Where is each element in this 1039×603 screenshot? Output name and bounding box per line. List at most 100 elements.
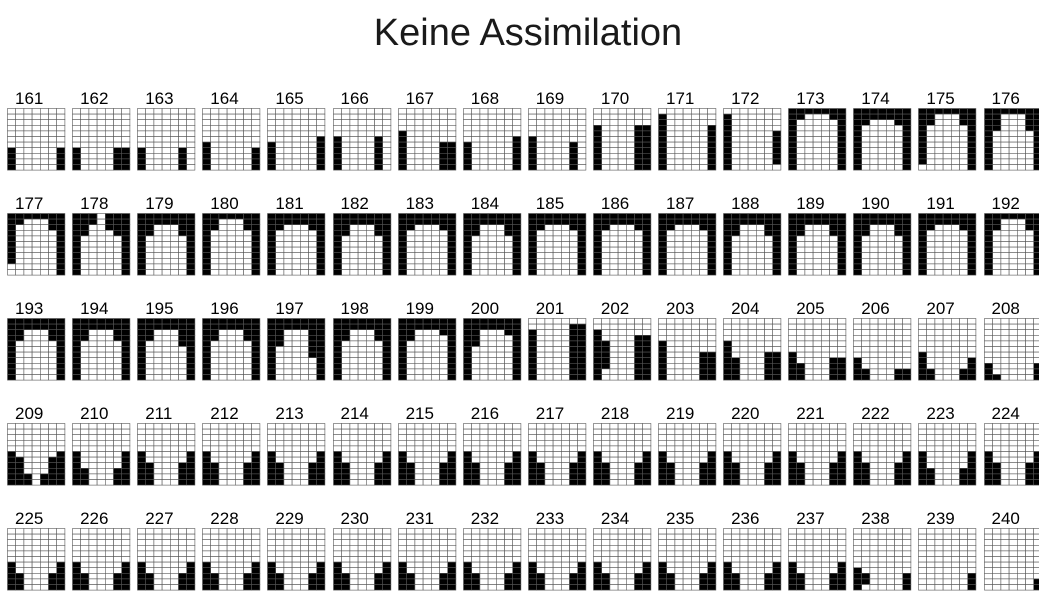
white-pixel bbox=[560, 362, 570, 370]
white-pixel bbox=[625, 456, 635, 463]
white-pixel bbox=[153, 368, 163, 375]
white-pixel bbox=[373, 351, 383, 358]
white-pixel bbox=[869, 158, 879, 165]
black-pixel bbox=[340, 229, 350, 237]
white-pixel bbox=[829, 263, 839, 270]
white-pixel bbox=[218, 224, 228, 231]
white-pixel bbox=[153, 252, 163, 259]
white-pixel bbox=[7, 130, 16, 137]
white-pixel bbox=[747, 164, 757, 171]
white-pixel bbox=[479, 147, 489, 154]
black-pixel bbox=[397, 141, 407, 148]
white-pixel bbox=[1024, 141, 1034, 148]
white-pixel bbox=[39, 224, 49, 231]
white-pixel bbox=[471, 147, 480, 154]
white-pixel bbox=[536, 152, 545, 160]
white-pixel bbox=[316, 108, 326, 115]
black-pixel bbox=[48, 467, 57, 475]
white-pixel bbox=[430, 362, 440, 370]
black-pixel bbox=[446, 362, 456, 370]
black-pixel bbox=[853, 479, 863, 486]
black-pixel bbox=[894, 479, 904, 486]
white-pixel bbox=[642, 428, 652, 435]
white-pixel bbox=[31, 263, 41, 270]
black-pixel bbox=[365, 213, 375, 220]
black-pixel bbox=[658, 252, 667, 259]
white-pixel bbox=[438, 136, 448, 143]
white-pixel bbox=[764, 152, 774, 160]
white-pixel bbox=[105, 445, 114, 452]
black-pixel bbox=[788, 213, 798, 220]
white-pixel bbox=[471, 152, 480, 160]
white-pixel bbox=[349, 329, 358, 336]
white-pixel bbox=[747, 323, 757, 330]
black-pixel bbox=[121, 451, 131, 458]
white-pixel bbox=[153, 108, 163, 115]
white-pixel bbox=[349, 467, 358, 475]
white-pixel bbox=[292, 108, 301, 115]
black-pixel bbox=[788, 246, 798, 253]
black-pixel bbox=[72, 218, 82, 225]
white-pixel bbox=[796, 456, 806, 463]
black-pixel bbox=[48, 218, 57, 225]
black-pixel bbox=[918, 158, 928, 165]
black-pixel bbox=[788, 224, 798, 231]
black-pixel bbox=[593, 263, 602, 270]
white-pixel bbox=[634, 229, 643, 237]
white-pixel bbox=[951, 164, 961, 171]
black-pixel bbox=[796, 229, 806, 237]
white-pixel bbox=[479, 241, 489, 248]
white-pixel bbox=[96, 224, 106, 231]
white-pixel bbox=[357, 362, 367, 370]
white-pixel bbox=[690, 346, 700, 353]
white-pixel bbox=[796, 130, 806, 137]
white-pixel bbox=[88, 374, 98, 381]
white-pixel bbox=[292, 357, 301, 364]
white-pixel bbox=[739, 229, 749, 237]
white-pixel bbox=[601, 428, 611, 435]
black-pixel bbox=[283, 218, 293, 225]
white-pixel bbox=[674, 423, 684, 430]
white-pixel bbox=[926, 334, 936, 342]
black-pixel bbox=[72, 329, 82, 336]
black-pixel bbox=[512, 241, 521, 248]
black-pixel bbox=[593, 136, 602, 143]
white-pixel bbox=[625, 252, 635, 259]
white-pixel bbox=[560, 346, 570, 353]
white-pixel bbox=[536, 334, 545, 342]
white-pixel bbox=[365, 334, 375, 342]
white-pixel bbox=[414, 340, 423, 347]
white-pixel bbox=[121, 130, 131, 137]
black-pixel bbox=[7, 235, 16, 242]
black-pixel bbox=[512, 158, 521, 165]
white-pixel bbox=[275, 252, 285, 259]
white-pixel bbox=[105, 130, 114, 137]
white-pixel bbox=[283, 257, 293, 265]
white-pixel bbox=[601, 434, 611, 441]
white-pixel bbox=[869, 473, 879, 480]
white-pixel bbox=[145, 434, 155, 441]
white-pixel bbox=[560, 368, 570, 375]
white-pixel bbox=[88, 340, 98, 347]
white-pixel bbox=[503, 252, 513, 259]
white-pixel bbox=[300, 445, 310, 452]
white-pixel bbox=[170, 434, 179, 441]
white-pixel bbox=[39, 164, 49, 171]
white-pixel bbox=[218, 473, 228, 480]
black-pixel bbox=[764, 368, 774, 375]
black-pixel bbox=[446, 451, 456, 458]
white-pixel bbox=[658, 334, 667, 342]
black-pixel bbox=[48, 456, 57, 463]
black-pixel bbox=[7, 340, 16, 347]
white-pixel bbox=[609, 323, 619, 330]
white-pixel bbox=[544, 224, 554, 231]
black-pixel bbox=[357, 318, 367, 325]
white-pixel bbox=[796, 434, 806, 441]
white-pixel bbox=[666, 374, 676, 381]
black-pixel bbox=[1032, 158, 1039, 165]
black-pixel bbox=[837, 269, 847, 276]
white-pixel bbox=[886, 340, 896, 347]
black-pixel bbox=[267, 246, 277, 253]
black-pixel bbox=[56, 218, 66, 225]
white-pixel bbox=[796, 263, 806, 270]
